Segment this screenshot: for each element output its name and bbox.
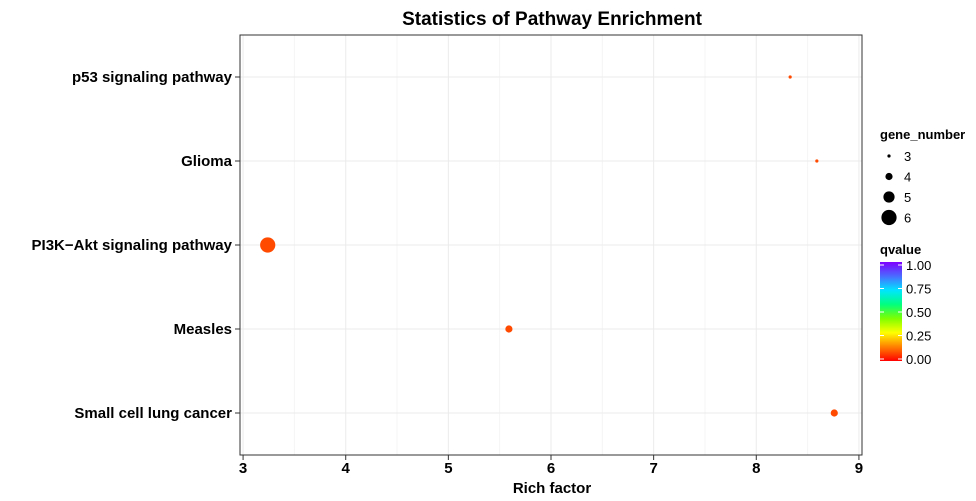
y-axis-ticks: p53 signaling pathway Glioma PI3K−Akt sign…: [32, 69, 240, 422]
size-legend-key: [887, 154, 891, 158]
data-point: [830, 409, 838, 417]
x-tick-label: 7: [649, 460, 657, 477]
y-tick-label: PI3K−Akt signaling pathway: [32, 237, 233, 254]
colorbar-tick-label: 1.00: [906, 258, 931, 273]
size-legend-label: 3: [904, 149, 911, 164]
y-tick-label: Measles: [174, 321, 232, 338]
colorbar-tick-label: 0.25: [906, 329, 931, 344]
size-legend-title: gene_number: [880, 127, 965, 142]
x-axis-title: Rich factor: [513, 480, 592, 496]
size-legend: gene_number 3 4 5 6: [880, 127, 965, 226]
colorbar-tick-label: 0.50: [906, 305, 931, 320]
x-tick-label: 6: [547, 460, 555, 477]
x-tick-label: 5: [444, 460, 452, 477]
y-tick-label: p53 signaling pathway: [72, 69, 233, 86]
size-legend-label: 6: [904, 211, 911, 226]
qvalue-colorbar: [880, 262, 902, 361]
grid-lines: [240, 35, 862, 455]
x-tick-label: 9: [855, 460, 863, 477]
size-legend-key: [883, 191, 895, 203]
color-legend-title: qvalue: [880, 242, 921, 257]
colorbar-tick-label: 0.00: [906, 352, 931, 367]
colorbar-tick-label: 0.75: [906, 282, 931, 297]
size-legend-key: [881, 209, 897, 226]
data-point: [815, 159, 819, 163]
x-tick-label: 3: [239, 460, 247, 477]
x-tick-label: 8: [752, 460, 760, 477]
chart-title: Statistics of Pathway Enrichment: [402, 9, 703, 30]
data-point: [788, 75, 792, 79]
data-point: [260, 237, 276, 253]
x-tick-label: 4: [342, 460, 351, 477]
x-axis-ticks: 3 4 5 6 7 8 9: [239, 455, 863, 477]
size-legend-label: 4: [904, 170, 911, 185]
size-legend-label: 5: [904, 190, 911, 205]
color-legend: qvalue 1.00 0.75 0.50 0.25 0.00: [880, 242, 931, 367]
data-points: [260, 75, 838, 417]
y-tick-label: Small cell lung cancer: [74, 405, 232, 422]
y-tick-label: Glioma: [181, 153, 233, 170]
size-legend-key: [885, 172, 893, 181]
data-point: [505, 325, 513, 333]
